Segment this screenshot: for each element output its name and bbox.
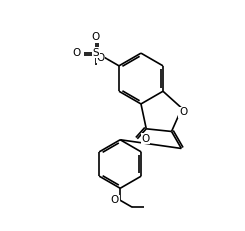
Text: O: O [179, 107, 187, 117]
Text: O: O [92, 32, 100, 42]
Text: O: O [141, 134, 150, 144]
Text: O: O [97, 53, 105, 63]
Text: O: O [111, 195, 119, 205]
Text: S: S [93, 48, 99, 58]
Text: O: O [72, 48, 81, 58]
